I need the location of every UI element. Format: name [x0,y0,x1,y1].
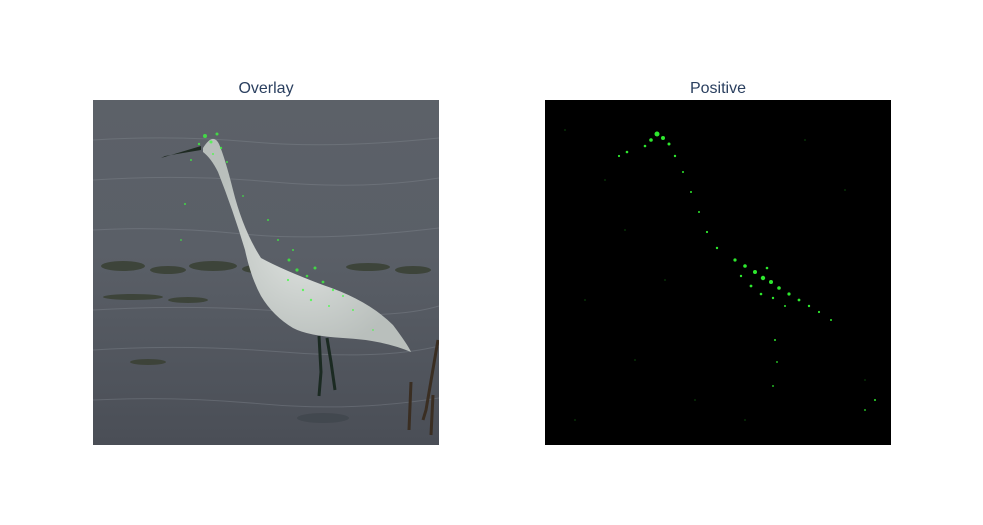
attribution-speckles [180,132,374,331]
stick [407,339,439,436]
positive-background [545,100,891,445]
positive-panel: Positive [545,78,891,445]
reed-band [101,261,431,365]
overlay-title: Overlay [238,80,294,97]
overlay-image[interactable] [93,100,439,445]
positive-attribution [617,131,876,411]
egret [161,138,411,423]
faint-texture [564,129,866,421]
overlay-panel: Overlay [93,78,439,445]
positive-image[interactable] [545,100,891,445]
positive-title: Positive [689,80,747,97]
